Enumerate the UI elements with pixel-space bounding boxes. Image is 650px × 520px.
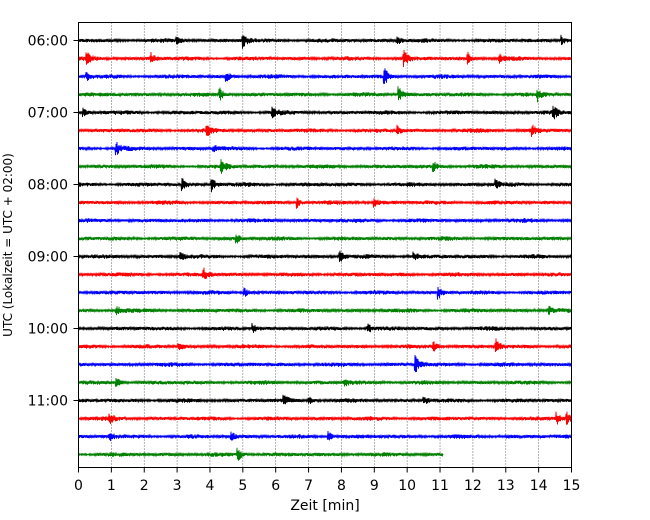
- x-tick-label: 10: [398, 478, 416, 494]
- trace-1045: [78, 377, 572, 387]
- x-axis-ticks: 0 1 2 3 4 5 6 7 8 9 10 11 12 13 14 15: [74, 467, 581, 494]
- trace-1000: [78, 323, 572, 333]
- trace-0915: [78, 267, 572, 280]
- x-tick-label: 15: [563, 478, 581, 494]
- trace-0600: [78, 34, 572, 49]
- trace-0800: [78, 178, 572, 193]
- y-tick-label: 11:00: [28, 394, 68, 410]
- trace-0845: [78, 234, 572, 244]
- trace-1130: [78, 431, 572, 441]
- y-axis-ticks: 06:00 07:00 08:00 09:00 10:00 11:00: [28, 34, 79, 410]
- trace-0830: [78, 217, 572, 224]
- x-tick-label: 8: [337, 478, 346, 494]
- trace-1145: [78, 447, 444, 461]
- trace-0745: [78, 159, 572, 174]
- trace-1100: [78, 394, 572, 405]
- x-tick-label: 11: [431, 478, 449, 494]
- trace-group: [78, 34, 572, 461]
- x-axis-label: Zeit [min]: [290, 498, 359, 514]
- x-tick-label: 0: [74, 478, 83, 494]
- x-tick-label: 13: [497, 478, 515, 494]
- y-tick-label: 10:00: [28, 322, 68, 338]
- x-tick-label: 4: [206, 478, 215, 494]
- trace-0900: [78, 250, 572, 263]
- y-tick-label: 07:00: [28, 106, 68, 122]
- x-tick-label: 7: [304, 478, 313, 494]
- trace-0645: [78, 86, 572, 103]
- trace-0615: [78, 49, 572, 67]
- x-tick-label: 2: [140, 478, 149, 494]
- x-tick-label: 5: [238, 478, 247, 494]
- x-tick-label: 3: [173, 478, 182, 494]
- trace-1115: [78, 411, 572, 425]
- trace-0630: [78, 68, 572, 84]
- trace-0945: [78, 305, 572, 316]
- y-tick-label: 08:00: [28, 178, 68, 194]
- trace-1030: [78, 354, 572, 373]
- y-axis-label: UTC (Lokalzeit = UTC + 02:00): [1, 153, 15, 337]
- y-tick-label: 09:00: [28, 250, 68, 266]
- x-tick-label: 6: [271, 478, 280, 494]
- trace-0715: [78, 124, 572, 138]
- trace-0700: [78, 105, 572, 120]
- x-tick-label: 14: [530, 478, 548, 494]
- vertical-grid: [111, 22, 539, 468]
- x-tick-label: 1: [107, 478, 116, 494]
- y-tick-label: 06:00: [28, 34, 68, 50]
- plot-frame: [78, 22, 572, 468]
- trace-0815: [78, 197, 572, 209]
- trace-1015: [78, 338, 572, 353]
- x-tick-label: 12: [464, 478, 482, 494]
- trace-0730: [78, 141, 572, 156]
- x-tick-label: 9: [370, 478, 379, 494]
- trace-0930: [78, 286, 572, 300]
